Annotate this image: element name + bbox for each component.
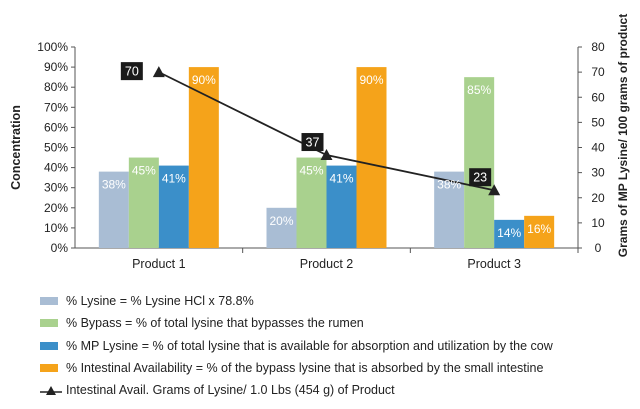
line-data-label: 37 (306, 136, 320, 150)
legend-label: % Bypass = % of total lysine that bypass… (66, 316, 364, 331)
legend-label: % Intestinal Availability = % of the byp… (66, 361, 544, 376)
y2-tick-label: 80 (591, 40, 605, 54)
bar (464, 77, 495, 249)
legend-item-lysine: % Lysine = % Lysine HCl x 78.8% (40, 290, 600, 312)
line-point-marker (320, 149, 333, 161)
y2-tick-label: 20 (591, 191, 605, 205)
legend-item-mp-lysine: % MP Lysine = % of total lysine that is … (40, 335, 600, 357)
legend-line-key (40, 385, 62, 396)
y2-tick-label: 40 (591, 141, 605, 155)
legend: % Lysine = % Lysine HCl x 78.8% % Bypass… (40, 290, 600, 401)
y-tick-label: 70% (44, 100, 68, 114)
x-tick-label: Product 1 (132, 257, 186, 271)
bar-data-label: 38% (102, 178, 126, 192)
y2-tick-label: 10 (591, 216, 605, 230)
bar-data-label: 90% (359, 73, 383, 87)
bar (326, 165, 357, 248)
y-tick-label: 60% (44, 120, 68, 134)
bar-data-label: 45% (132, 164, 156, 178)
y-tick-label: 50% (44, 141, 68, 155)
x-tick-label: Product 3 (467, 257, 521, 271)
bar (128, 157, 159, 248)
y2-tick-label: 0 (595, 241, 602, 255)
bar (434, 171, 465, 248)
bar-data-label: 20% (269, 214, 293, 228)
bar-data-label: 45% (299, 164, 323, 178)
bar (524, 215, 555, 248)
legend-item-intestinal: % Intestinal Availability = % of the byp… (40, 357, 600, 379)
y-tick-label: 90% (44, 60, 68, 74)
legend-swatch (40, 341, 58, 350)
legend-item-bypass: % Bypass = % of total lysine that bypass… (40, 312, 600, 334)
bar-data-label: 38% (437, 178, 461, 192)
legend-swatch (40, 364, 58, 373)
legend-label: Intestinal Avail. Grams of Lysine/ 1.0 L… (66, 383, 395, 398)
bar (296, 157, 327, 248)
bar-data-label: 85% (467, 83, 491, 97)
y-axis-title: Concentration (9, 105, 23, 190)
bar-data-label: 90% (192, 73, 216, 87)
bar (356, 67, 387, 248)
bar-data-label: 41% (329, 172, 353, 186)
y-tick-label: 40% (44, 161, 68, 175)
legend-item-line: Intestinal Avail. Grams of Lysine/ 1.0 L… (40, 379, 600, 401)
y2-tick-label: 50 (591, 115, 605, 129)
x-tick-label: Product 2 (300, 257, 354, 271)
bar-data-label: 16% (527, 222, 551, 236)
line-data-label: 70 (125, 65, 139, 79)
line-label-box (469, 168, 492, 187)
bar (158, 165, 189, 248)
combo-chart: 0% 10% 20% 30% 40% 50% 60% 70% 80% 90% 100% 0 10 20 30… (9, 14, 630, 271)
bar-data-label: 14% (497, 226, 521, 240)
y-tick-label: 10% (44, 221, 68, 235)
y2-tick-label: 60 (591, 90, 605, 104)
y2-axis-title: Grams of MP Lysine/ 100 grams of product (616, 14, 630, 257)
bar-data-label: 41% (162, 172, 186, 186)
bar (98, 171, 129, 248)
bar (188, 67, 219, 248)
legend-swatch (40, 319, 58, 328)
line-label-box (301, 133, 324, 152)
line-point-marker (152, 66, 165, 78)
line-label-box (120, 62, 143, 81)
y2-tick-label: 30 (591, 166, 605, 180)
bar (266, 207, 297, 248)
y-tick-label: 30% (44, 181, 68, 195)
bar (494, 219, 525, 248)
y-tick-label: 20% (44, 201, 68, 215)
y-tick-label: 80% (44, 80, 68, 94)
legend-swatch (40, 297, 58, 306)
y-tick-label: 0% (51, 241, 69, 255)
y2-tick-label: 70 (591, 65, 605, 79)
legend-label: % Lysine = % Lysine HCl x 78.8% (66, 294, 254, 309)
line-data-label: 23 (473, 171, 487, 185)
y-tick-label: 100% (37, 40, 68, 54)
line-point-marker (488, 184, 501, 196)
legend-label: % MP Lysine = % of total lysine that is … (66, 338, 553, 353)
triangle-marker-icon (40, 386, 62, 396)
